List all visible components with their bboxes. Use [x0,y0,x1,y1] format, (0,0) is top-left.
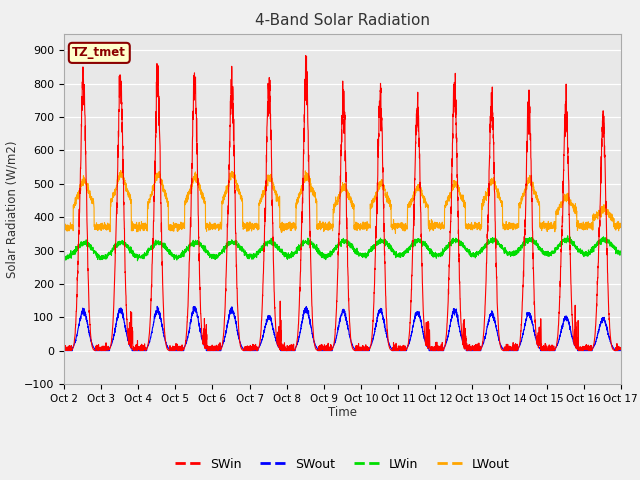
LWin [616,249,624,255]
Legend: SWin, SWout, LWin, LWout: SWin, SWout, LWin, LWout [170,453,515,476]
SWin [436,344,444,349]
SWout [616,348,624,353]
SWout [436,348,444,353]
SWout [322,348,330,353]
LWout [436,227,444,232]
Line: SWout: SWout [64,306,621,350]
LWin [436,251,444,257]
LWout [392,230,399,236]
LWout [60,225,68,231]
LWin [134,258,141,264]
LWin [499,245,507,251]
Y-axis label: Solar Radiation (W/m2): Solar Radiation (W/m2) [5,140,19,277]
X-axis label: Time: Time [328,407,357,420]
Line: SWin: SWin [64,56,621,350]
LWout [616,220,624,226]
SWin [617,347,625,353]
SWout [499,346,507,351]
SWin [301,53,309,59]
SWin [322,348,330,353]
SWout [467,348,475,353]
LWout [468,225,476,230]
LWout [161,189,168,194]
LWout [617,224,625,230]
SWout [60,348,68,353]
LWin [617,249,625,255]
LWin [60,253,68,259]
LWin [564,233,572,239]
LWin [467,253,475,259]
Line: LWin: LWin [64,236,621,261]
SWin [467,348,475,353]
SWout [161,334,168,339]
Title: 4-Band Solar Radiation: 4-Band Solar Radiation [255,13,430,28]
Text: TZ_tmet: TZ_tmet [72,47,126,60]
LWout [117,168,125,173]
LWout [499,222,507,228]
SWin [468,346,476,352]
SWin [616,345,624,351]
SWin [499,348,507,353]
LWout [322,227,330,232]
LWin [322,257,330,263]
SWin [160,318,168,324]
LWin [161,240,168,246]
SWout [617,348,625,353]
SWin [60,344,68,350]
Line: LWout: LWout [64,170,621,233]
SWout [154,303,161,309]
